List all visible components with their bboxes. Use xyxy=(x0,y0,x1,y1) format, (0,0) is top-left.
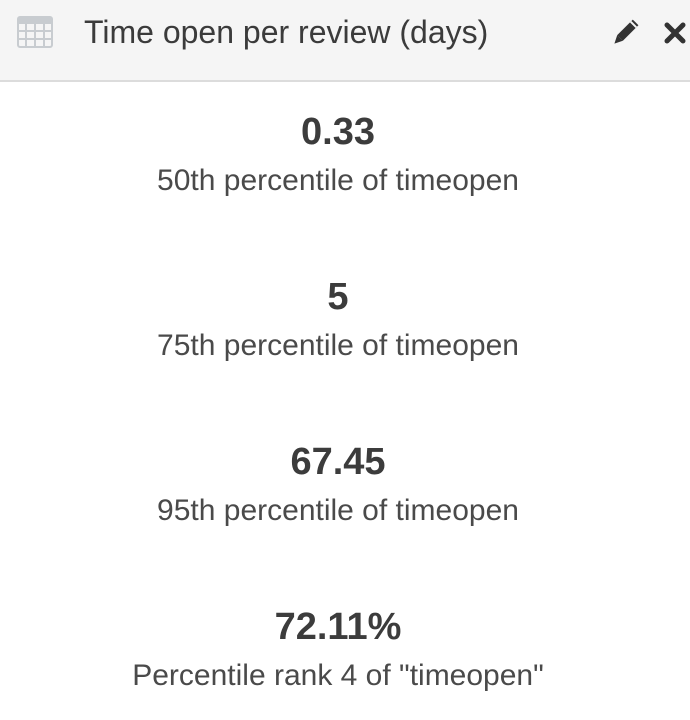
metric-label: Percentile rank 4 of "timeopen" xyxy=(132,659,544,692)
pencil-icon xyxy=(614,19,639,44)
panel-title: Time open per review (days) xyxy=(84,14,489,50)
metric-label: 95th percentile of timeopen xyxy=(157,494,519,527)
metric-label: 50th percentile of timeopen xyxy=(157,164,519,197)
table-icon xyxy=(17,16,53,48)
metric-value: 5 xyxy=(327,276,349,318)
metric-label: 75th percentile of timeopen xyxy=(157,329,519,362)
panel-header: Time open per review (days) xyxy=(0,0,690,82)
edit-button[interactable] xyxy=(608,16,642,50)
close-button[interactable] xyxy=(660,16,690,50)
metric-value: 72.11% xyxy=(274,606,402,648)
close-icon xyxy=(664,22,686,44)
metric-value: 67.45 xyxy=(290,441,386,483)
metric-value: 0.33 xyxy=(301,111,375,153)
